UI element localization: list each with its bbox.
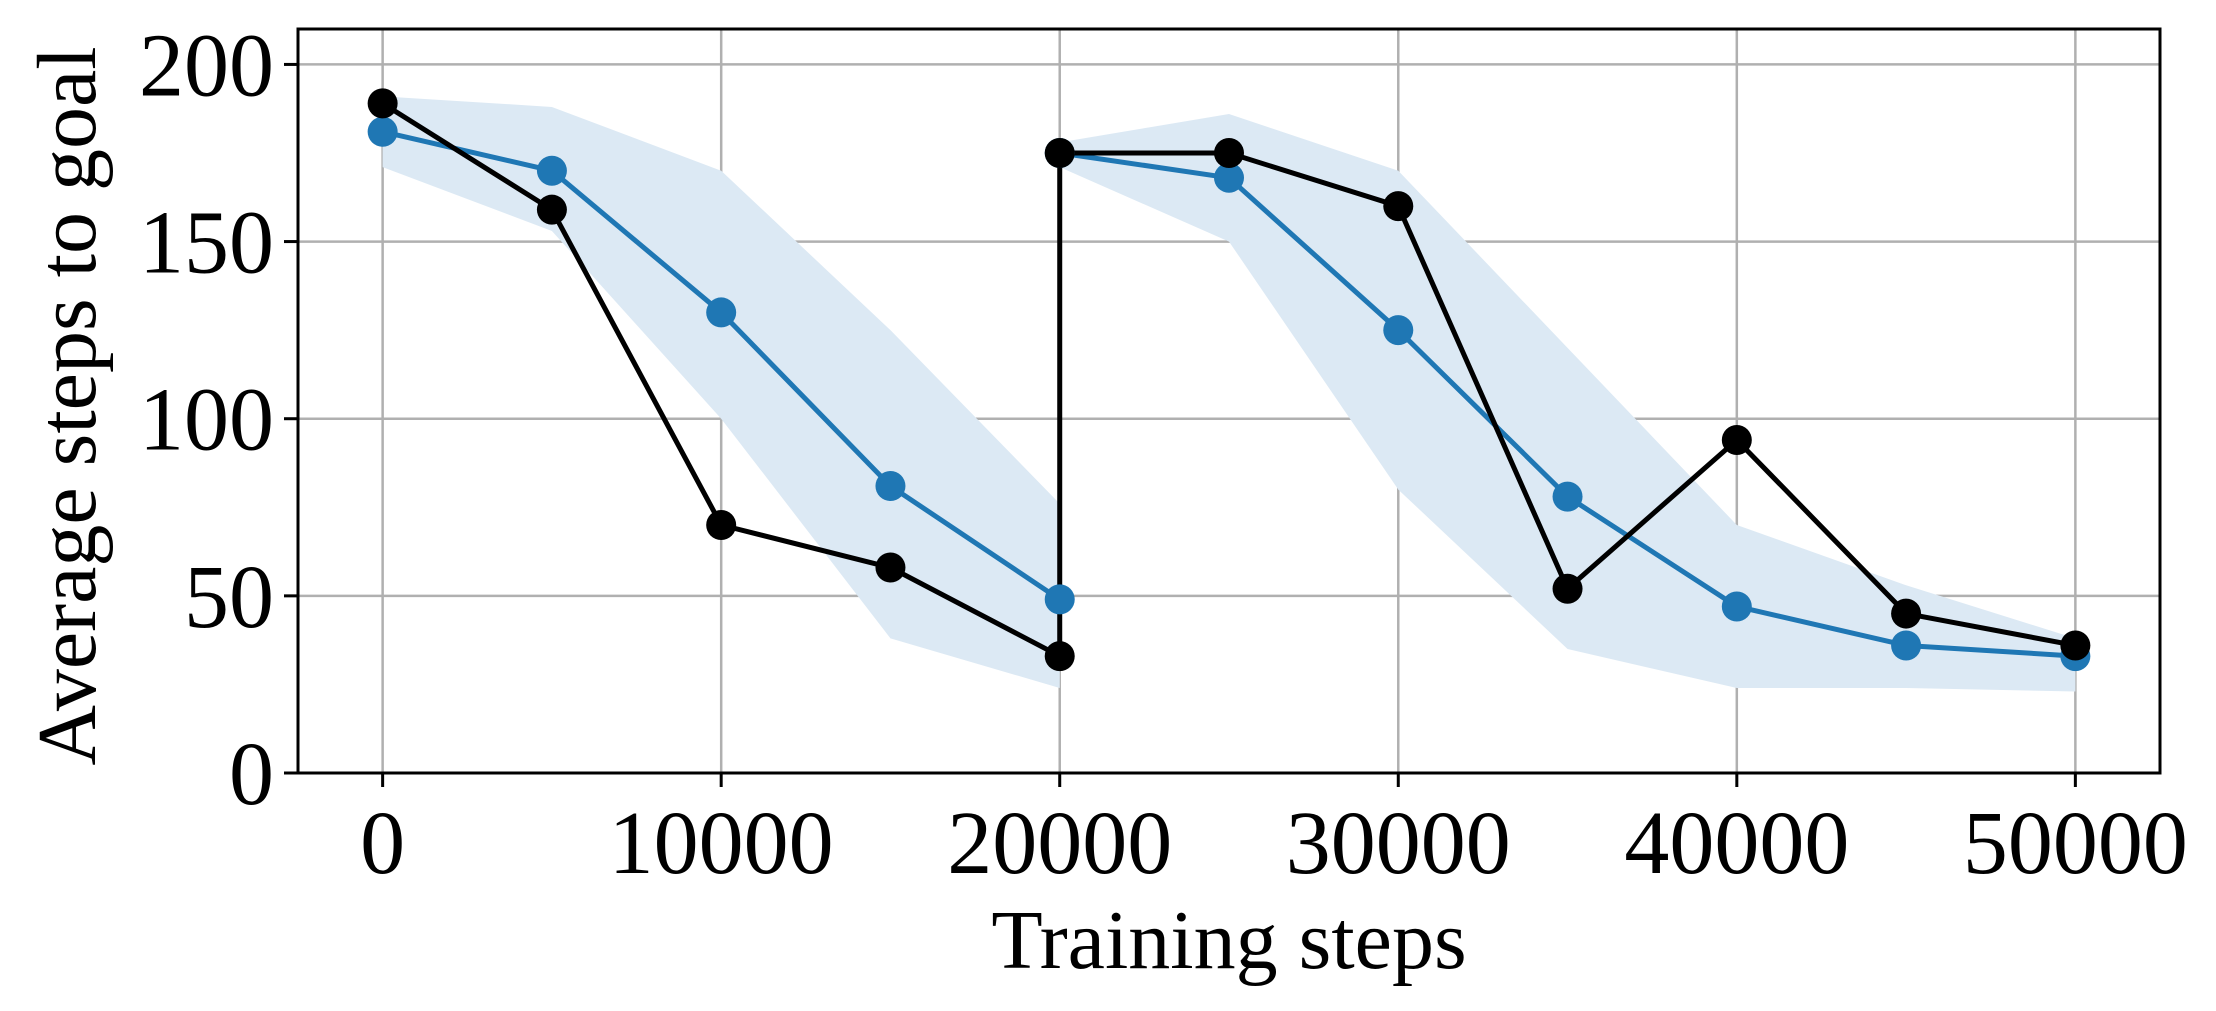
y-tick-label: 100 <box>139 371 274 470</box>
axis-ticks <box>284 62 2077 787</box>
plot-frame <box>296 27 2162 775</box>
series-2-point <box>1044 138 1075 168</box>
confidence-band <box>1059 114 2076 692</box>
series-1-point <box>875 471 906 502</box>
confidence-band <box>382 96 1060 688</box>
series-2-point <box>1891 598 1922 629</box>
series-1-point <box>1891 630 1922 661</box>
x-axis-label: Training steps <box>991 894 1466 987</box>
x-tick-label: 20000 <box>947 794 1172 893</box>
x-tick-label: 0 <box>360 794 405 893</box>
confidence-bands <box>382 96 2076 692</box>
series-1-point <box>1044 584 1075 615</box>
series-2-line <box>381 101 2076 659</box>
x-tick-label: 40000 <box>1624 794 1849 893</box>
series-2-point <box>1552 573 1583 604</box>
x-tick-label: 50000 <box>1963 794 2188 893</box>
series-2-point <box>1383 191 1414 222</box>
series-1-point <box>706 297 737 328</box>
x-tick-label: 10000 <box>609 794 834 893</box>
x-tick-label: 30000 <box>1286 794 1511 893</box>
series-2-point <box>706 510 737 540</box>
y-tick-label: 50 <box>184 548 274 647</box>
y-tick-label: 0 <box>229 725 274 824</box>
series-2-point <box>875 552 906 583</box>
series-2-point <box>1044 641 1075 672</box>
series-2-point <box>536 194 567 225</box>
series-1-point <box>1552 481 1583 512</box>
y-axis-label: Average steps to goal <box>21 46 114 765</box>
series-1-point <box>367 116 398 147</box>
y-tick-label: 150 <box>139 194 274 293</box>
series-points <box>367 88 2091 672</box>
y-tick-label: 200 <box>139 16 274 115</box>
series-1-point <box>1214 162 1244 193</box>
series-2-point <box>1721 424 1752 455</box>
series-1-point <box>1721 591 1752 622</box>
series-1-point <box>1383 315 1414 346</box>
series-1-point <box>536 155 567 186</box>
series-2-point <box>2060 630 2091 661</box>
series-2-point <box>1214 138 1244 168</box>
series-2-point <box>367 88 398 119</box>
x-tick-labels: 0 10000 20000 30000 40000 50000 <box>360 794 2188 893</box>
y-tick-labels: 0 50 100 150 200 <box>139 16 274 824</box>
